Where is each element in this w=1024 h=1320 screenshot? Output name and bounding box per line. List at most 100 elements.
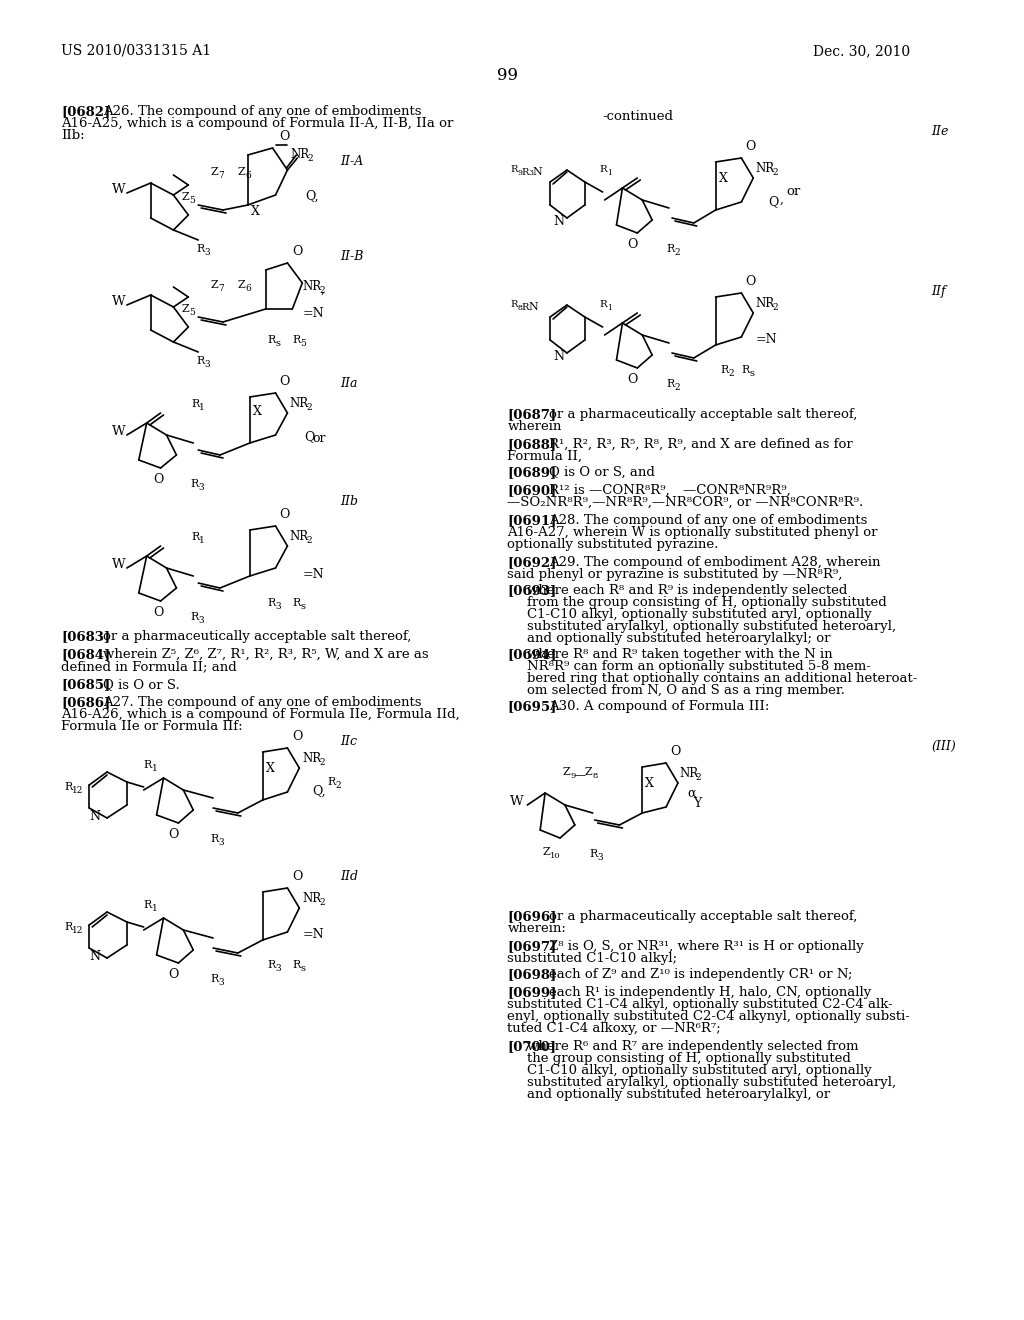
Text: Dec. 30, 2010: Dec. 30, 2010 — [813, 44, 910, 58]
Text: optionally substituted pyrazine.: optionally substituted pyrazine. — [508, 539, 719, 550]
Text: 1: 1 — [200, 403, 205, 412]
Text: N: N — [553, 350, 564, 363]
Text: [0682]: [0682] — [61, 106, 111, 117]
Text: R: R — [267, 335, 275, 345]
Text: [0687]: [0687] — [508, 408, 557, 421]
Text: 3: 3 — [275, 602, 282, 611]
Text: 5: 5 — [189, 195, 196, 205]
Text: 2: 2 — [319, 898, 325, 907]
Text: N: N — [89, 950, 100, 964]
Text: 2: 2 — [674, 383, 680, 392]
Text: or a pharmaceutically acceptable salt thereof,: or a pharmaceutically acceptable salt th… — [549, 909, 857, 923]
Text: R: R — [143, 900, 152, 909]
Text: [0696]: [0696] — [508, 909, 557, 923]
Text: 2: 2 — [772, 168, 777, 177]
Text: R: R — [590, 849, 598, 859]
Text: wherein: wherein — [508, 420, 562, 433]
Text: =N: =N — [302, 928, 324, 941]
Text: Z: Z — [542, 847, 550, 857]
Text: Formula IIe or Formula IIf:: Formula IIe or Formula IIf: — [61, 719, 243, 733]
Text: R: R — [666, 379, 674, 389]
Text: [0691]: [0691] — [508, 513, 557, 527]
Text: from the group consisting of H, optionally substituted: from the group consisting of H, optional… — [527, 597, 887, 609]
Text: 2: 2 — [695, 774, 701, 781]
Text: s: s — [300, 602, 305, 611]
Text: II-B: II-B — [340, 249, 364, 263]
Text: Z: Z — [238, 168, 246, 177]
Text: 1: 1 — [607, 169, 612, 177]
Text: [0688]: [0688] — [508, 438, 557, 451]
Text: 2: 2 — [319, 286, 325, 294]
Text: Q is O or S, and: Q is O or S, and — [549, 466, 655, 479]
Text: said phenyl or pyrazine is substituted by —NR⁸R⁹,: said phenyl or pyrazine is substituted b… — [508, 568, 843, 581]
Text: substituted arylalkyl, optionally substituted heteroaryl,: substituted arylalkyl, optionally substi… — [527, 1076, 896, 1089]
Text: 12: 12 — [73, 927, 84, 935]
Text: X: X — [251, 205, 260, 218]
Text: 3: 3 — [598, 853, 603, 862]
Text: R: R — [190, 479, 199, 488]
Text: 2: 2 — [319, 758, 325, 767]
Text: IIb: IIb — [340, 495, 358, 508]
Text: or a pharmaceutically acceptable salt thereof,: or a pharmaceutically acceptable salt th… — [549, 408, 857, 421]
Text: O: O — [745, 275, 756, 288]
Text: 8: 8 — [517, 304, 522, 312]
Text: N: N — [532, 168, 542, 177]
Text: O: O — [293, 246, 303, 257]
Text: ,: , — [780, 193, 784, 206]
Text: enyl, optionally substituted C2-C4 alkynyl, optionally substi-: enyl, optionally substituted C2-C4 alkyn… — [508, 1010, 910, 1023]
Text: s: s — [300, 964, 305, 973]
Text: 10: 10 — [550, 851, 561, 861]
Text: 3: 3 — [199, 616, 204, 624]
Text: R: R — [65, 921, 73, 932]
Text: [0698]: [0698] — [508, 968, 557, 981]
Text: NR: NR — [290, 397, 308, 411]
Text: α: α — [688, 787, 696, 800]
Text: 1: 1 — [152, 764, 158, 774]
Text: =N: =N — [302, 568, 324, 581]
Text: 3: 3 — [199, 483, 204, 492]
Text: R: R — [510, 300, 518, 309]
Text: 2: 2 — [772, 304, 777, 312]
Text: 5: 5 — [189, 308, 196, 317]
Text: bered ring that optionally contains an additional heteroat-: bered ring that optionally contains an a… — [527, 672, 918, 685]
Text: A29. The compound of embodiment A28, wherein: A29. The compound of embodiment A28, whe… — [549, 556, 881, 569]
Text: wherein:: wherein: — [508, 921, 566, 935]
Text: NR: NR — [756, 297, 774, 310]
Text: [0684]: [0684] — [61, 648, 111, 661]
Text: IIe: IIe — [932, 125, 949, 139]
Text: 2: 2 — [306, 536, 312, 545]
Text: US 2010/0331315 A1: US 2010/0331315 A1 — [61, 44, 212, 58]
Text: 3: 3 — [218, 978, 223, 987]
Text: where R⁸ and R⁹ taken together with the N in: where R⁸ and R⁹ taken together with the … — [527, 648, 833, 661]
Text: R: R — [666, 244, 674, 253]
Text: 2: 2 — [728, 370, 734, 378]
Text: R: R — [197, 244, 205, 253]
Text: A26. The compound of any one of embodiments: A26. The compound of any one of embodime… — [103, 106, 422, 117]
Text: R: R — [600, 300, 607, 309]
Text: Z: Z — [563, 767, 570, 777]
Text: [0693]: [0693] — [508, 583, 557, 597]
Text: Q is O or S.: Q is O or S. — [103, 678, 180, 690]
Text: R: R — [521, 168, 528, 177]
Text: [0683]: [0683] — [61, 630, 111, 643]
Text: =N: =N — [302, 308, 324, 319]
Text: O: O — [280, 129, 290, 143]
Text: each R¹ is independently H, halo, CN, optionally: each R¹ is independently H, halo, CN, op… — [549, 986, 871, 999]
Text: 6: 6 — [246, 172, 252, 180]
Text: O: O — [280, 508, 290, 521]
Text: R: R — [267, 598, 275, 609]
Text: [0697]: [0697] — [508, 940, 557, 953]
Text: NR: NR — [302, 892, 322, 906]
Text: R¹² is —CONR⁸R⁹, —CONR⁸NR⁹R⁹,: R¹² is —CONR⁸R⁹, —CONR⁸NR⁹R⁹, — [549, 484, 791, 498]
Text: [0689]: [0689] — [508, 466, 557, 479]
Text: ,: , — [321, 282, 324, 296]
Text: R: R — [510, 165, 518, 174]
Text: [0694]: [0694] — [508, 648, 557, 661]
Text: IIb:: IIb: — [61, 129, 85, 143]
Text: N: N — [553, 215, 564, 228]
Text: R: R — [190, 612, 199, 622]
Text: 99: 99 — [497, 67, 518, 84]
Text: 3: 3 — [528, 169, 534, 177]
Text: 1: 1 — [607, 304, 612, 312]
Text: IIc: IIc — [340, 735, 357, 748]
